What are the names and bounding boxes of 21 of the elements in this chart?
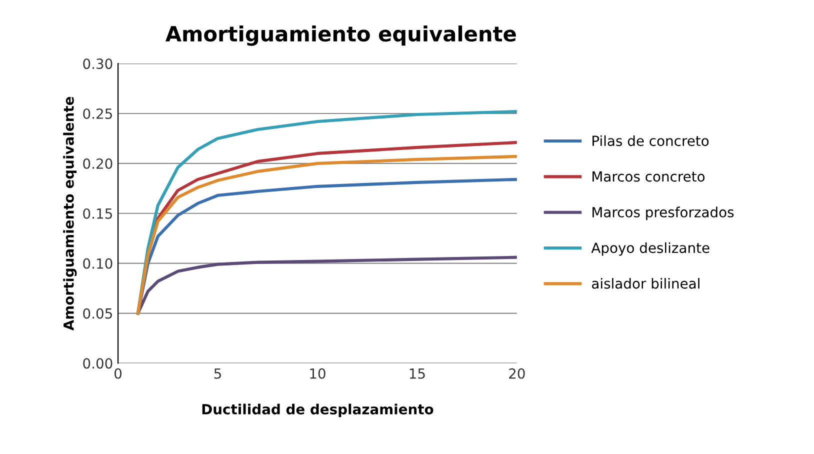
x-axis-title: Ductilidad de desplazamiento	[202, 404, 434, 418]
x-tick-label: 15	[410, 368, 425, 379]
x-tick-label: 5	[214, 368, 221, 379]
x-tick-label: 10	[310, 368, 326, 379]
legend-label: Pilas de concreto	[592, 135, 709, 146]
y-tick-label: 0.15	[83, 208, 112, 219]
x-tick-label: 20	[509, 368, 525, 379]
legend-label: Marcos presforzados	[592, 206, 734, 220]
y-tick-label: 0.20	[83, 158, 112, 169]
y-tick-label: 0.00	[83, 358, 112, 369]
y-tick-label: 0.25	[83, 108, 112, 119]
legend-label: aislador bilineal	[592, 278, 700, 289]
y-axis-title: Amortiguamiento equivalente	[63, 96, 77, 330]
chart-title: Amortiguamiento equivalente	[165, 26, 516, 46]
y-tick-label: 0.10	[83, 258, 112, 269]
legend-label: Apoyo deslizante	[591, 242, 710, 256]
line-series	[136, 256, 517, 315]
y-tick-label: 0.05	[83, 308, 112, 319]
legend-label: Marcos concreto	[592, 171, 705, 182]
x-tick-label: 0	[114, 368, 122, 379]
y-tick-label: 0.30	[83, 58, 112, 70]
